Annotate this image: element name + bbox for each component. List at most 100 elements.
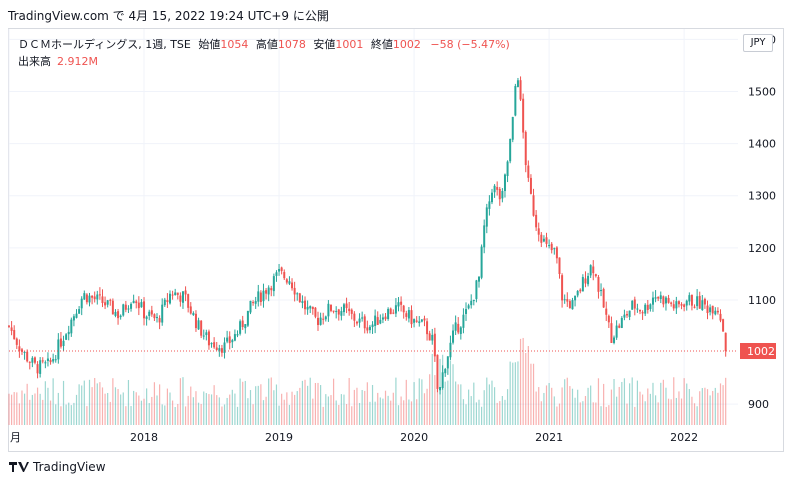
volume-bar: [309, 377, 311, 425]
volume-bar: [717, 392, 719, 425]
volume-bar: [543, 392, 545, 425]
candle-body: [664, 297, 667, 304]
candle-body: [703, 298, 706, 305]
volume-bar: [561, 387, 563, 425]
volume-bar: [460, 384, 462, 425]
candle-body: [65, 334, 68, 340]
volume-bar: [592, 402, 594, 425]
candle-body: [337, 309, 340, 315]
candle-body: [587, 275, 590, 285]
volume-bar: [538, 387, 540, 425]
candle-body: [594, 274, 597, 277]
volume-bar: [229, 394, 231, 425]
candle-body: [657, 296, 660, 299]
candle-body: [106, 300, 109, 305]
volume-bar: [696, 406, 698, 425]
candle-body: [80, 298, 83, 309]
candle-body: [275, 272, 278, 276]
volume-bar: [322, 406, 324, 425]
volume-bar: [270, 377, 272, 425]
volume-bar: [351, 406, 353, 425]
candle-body: [488, 201, 491, 209]
volume-bar: [649, 393, 651, 425]
volume-bar: [644, 401, 646, 425]
candle-body: [397, 302, 400, 307]
volume-bar: [597, 378, 600, 425]
candle-body: [711, 305, 714, 314]
candle-body: [670, 302, 673, 304]
volume-bar: [629, 383, 631, 425]
candle-body: [88, 295, 91, 303]
volume-bar: [42, 399, 44, 425]
tradingview-logo: TradingView: [9, 460, 106, 474]
candle-body: [426, 321, 429, 335]
candle-body: [210, 343, 213, 345]
candle-body: [33, 357, 36, 363]
volume-bar: [374, 401, 376, 425]
volume-bar: [213, 385, 215, 425]
volume-bar: [236, 406, 239, 425]
open-label: 始値: [198, 38, 221, 51]
candle-body: [18, 346, 21, 351]
volume-bar: [660, 382, 662, 425]
volume-bar: [44, 381, 46, 425]
volume-bar: [343, 394, 345, 425]
volume-bar: [556, 406, 558, 425]
ohlc-legend: ＤＣＭホールディングス, 1週, TSE 始値1054 高値1078 安値100…: [18, 36, 510, 52]
volume-bar: [673, 377, 675, 425]
volume-bar: [564, 379, 566, 425]
candle-body: [394, 305, 397, 314]
candle-body: [503, 174, 506, 192]
volume-bar: [652, 382, 654, 425]
candle-body: [548, 245, 551, 247]
volume-bar: [551, 387, 553, 425]
volume-bar: [148, 403, 150, 425]
volume-bar: [314, 383, 317, 425]
volume-legend: 出来高 2.912M: [18, 53, 98, 69]
volume-bar: [621, 381, 623, 425]
candle-body: [716, 310, 719, 313]
volume-bar: [455, 381, 457, 425]
volume-bar: [403, 400, 405, 425]
volume-bar: [205, 393, 207, 425]
candle-body: [262, 290, 265, 302]
candle-body: [91, 295, 94, 298]
candle-body: [168, 293, 171, 304]
volume-bar: [662, 379, 664, 425]
candle-body: [475, 280, 478, 299]
candle-body: [345, 303, 348, 309]
volume-bar: [444, 381, 446, 425]
candle-body: [361, 317, 364, 319]
candle-body: [555, 247, 558, 259]
candle-body: [44, 362, 47, 364]
volume-bar: [49, 400, 52, 425]
candle-body: [649, 304, 652, 310]
candle-body: [400, 301, 403, 305]
currency-button[interactable]: JPY: [743, 34, 773, 52]
candle-body: [246, 310, 249, 326]
volume-bar: [558, 403, 561, 425]
candle-body: [291, 282, 294, 289]
volume-bar: [364, 390, 366, 425]
volume-bar: [491, 380, 493, 425]
candle-body: [109, 299, 112, 301]
candle-body: [267, 287, 270, 295]
volume-bar: [361, 390, 363, 425]
volume-bar: [519, 338, 522, 425]
candle-body: [285, 279, 288, 283]
candle-body: [478, 276, 481, 282]
candle-body: [433, 333, 436, 357]
volume-bar: [146, 388, 148, 425]
candle-body: [418, 321, 421, 324]
volume-bar: [184, 406, 187, 425]
candle-body: [239, 321, 242, 334]
volume-bar: [608, 405, 610, 425]
volume-bar: [340, 394, 342, 425]
candle-body: [194, 313, 197, 329]
candle-body: [467, 305, 470, 309]
volume-bar: [16, 392, 18, 425]
candle-body: [480, 246, 483, 278]
candle-body: [644, 304, 647, 314]
candle-body: [233, 334, 236, 341]
volume-bar: [683, 378, 685, 425]
